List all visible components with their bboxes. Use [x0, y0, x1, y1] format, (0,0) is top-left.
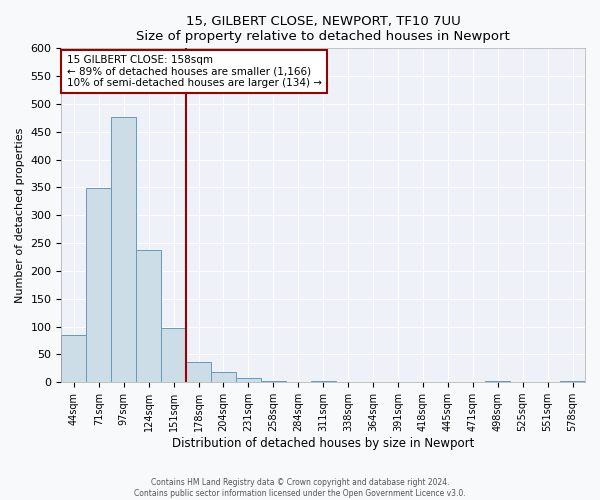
- Title: 15, GILBERT CLOSE, NEWPORT, TF10 7UU
Size of property relative to detached house: 15, GILBERT CLOSE, NEWPORT, TF10 7UU Siz…: [136, 15, 510, 43]
- Text: Contains HM Land Registry data © Crown copyright and database right 2024.
Contai: Contains HM Land Registry data © Crown c…: [134, 478, 466, 498]
- Text: 15 GILBERT CLOSE: 158sqm
← 89% of detached houses are smaller (1,166)
10% of sem: 15 GILBERT CLOSE: 158sqm ← 89% of detach…: [67, 55, 322, 88]
- Bar: [311, 380, 335, 382]
- Bar: [485, 381, 510, 382]
- Bar: [261, 381, 286, 382]
- Bar: [86, 188, 111, 382]
- Bar: [211, 372, 236, 382]
- Bar: [161, 328, 186, 382]
- Bar: [560, 381, 585, 382]
- Bar: [61, 336, 86, 382]
- X-axis label: Distribution of detached houses by size in Newport: Distribution of detached houses by size …: [172, 437, 475, 450]
- Bar: [111, 118, 136, 382]
- Y-axis label: Number of detached properties: Number of detached properties: [15, 128, 25, 303]
- Bar: [186, 362, 211, 382]
- Bar: [236, 378, 261, 382]
- Bar: [136, 250, 161, 382]
